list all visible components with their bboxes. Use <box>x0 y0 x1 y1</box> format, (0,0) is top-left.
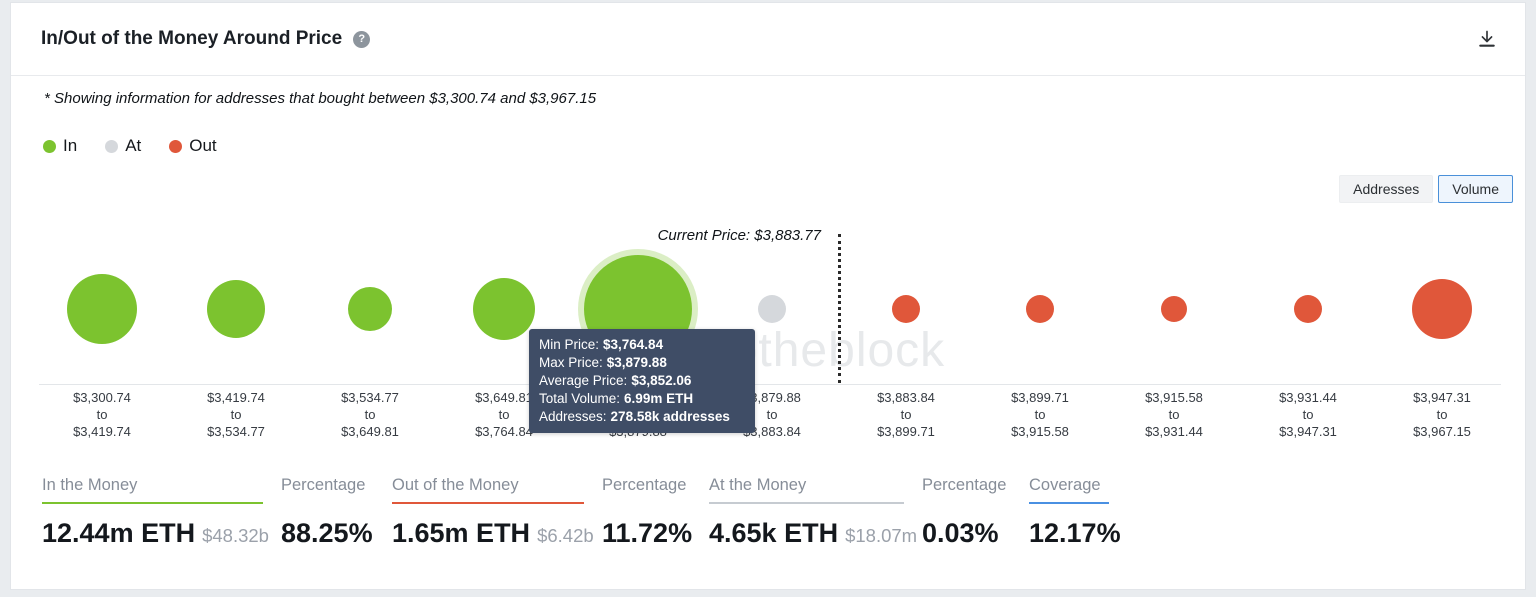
legend-item-at[interactable]: At <box>105 136 141 156</box>
view-toggle: Addresses Volume <box>1339 175 1513 203</box>
stat-value: 1.65m ETH <box>392 518 531 548</box>
tooltip-row: Total Volume: 6.99m ETH <box>539 391 694 406</box>
stat-label: At the Money <box>709 476 807 494</box>
stat-label: Percentage <box>922 476 1007 494</box>
stat-underline <box>922 502 1011 504</box>
x-axis-label: $3,931.44 to $3,947.31 <box>1279 390 1337 439</box>
stat-at-the-money: At the Money 4.65k ETH $18.07m <box>709 475 917 549</box>
x-axis-line <box>39 384 1501 385</box>
range-note: * Showing information for addresses that… <box>44 90 597 107</box>
bubble-out[interactable] <box>1294 295 1322 323</box>
stat-label: In the Money <box>42 476 138 494</box>
stat-in-percentage: Percentage 88.25% <box>281 475 374 549</box>
stat-sub-value: $18.07m <box>845 525 918 546</box>
x-axis-label: $3,300.74 to $3,419.74 <box>73 390 131 439</box>
stat-underline <box>392 502 584 504</box>
x-axis-label: $3,419.74 to $3,534.77 <box>207 390 265 439</box>
tooltip-row: Addresses: 278.58k addresses <box>539 409 730 424</box>
stat-underline <box>281 502 374 504</box>
chart-legend: In At Out <box>43 136 217 156</box>
stat-label: Coverage <box>1029 476 1101 494</box>
chart-card: In/Out of the Money Around Price ? * Sho… <box>10 2 1526 590</box>
legend-label-at: At <box>125 136 142 155</box>
x-axis-label: $3,899.71 to $3,915.58 <box>1011 390 1069 439</box>
stat-coverage: Coverage 12.17% <box>1029 475 1121 549</box>
stat-value: 11.72% <box>602 518 693 548</box>
download-icon[interactable] <box>1477 29 1497 49</box>
x-axis-label: $3,883.84 to $3,899.71 <box>877 390 935 439</box>
bubble-in[interactable] <box>348 287 392 331</box>
tooltip-row: Min Price: $3,764.84 <box>539 337 664 352</box>
volume-button[interactable]: Volume <box>1438 175 1513 203</box>
stat-value: 0.03% <box>922 518 999 548</box>
current-price-label: Current Price: $3,883.77 <box>657 227 821 244</box>
bubble-in[interactable] <box>207 280 265 338</box>
stat-value: 12.17% <box>1029 518 1121 548</box>
stat-at-percentage: Percentage 0.03% <box>922 475 1011 549</box>
stat-value: 4.65k ETH <box>709 518 839 548</box>
legend-dot-out-icon <box>169 139 183 153</box>
bubble-out[interactable] <box>1026 295 1054 323</box>
stat-underline <box>602 502 691 504</box>
tooltip-row: Max Price: $3,879.88 <box>539 355 667 370</box>
stat-sub-value: $48.32b <box>202 525 269 546</box>
stat-label: Percentage <box>602 476 687 494</box>
bubble-out[interactable] <box>892 295 920 323</box>
legend-label-out: Out <box>189 136 217 155</box>
stat-underline <box>42 502 263 504</box>
stat-underline <box>709 502 904 504</box>
legend-dot-in-icon <box>43 139 56 153</box>
bubble-in[interactable] <box>473 278 535 340</box>
chart-tooltip: Min Price: $3,764.84 Max Price: $3,879.88 … <box>529 329 755 433</box>
stat-out-of-the-money: Out of the Money 1.65m ETH $6.42b <box>392 475 594 549</box>
x-axis-label: $3,879.88 to $3,883.84 <box>743 390 801 439</box>
stat-value: 12.44m ETH <box>42 518 196 548</box>
current-price-line <box>838 234 841 383</box>
x-axis-label: $3,649.81 to $3,764.84 <box>475 390 533 439</box>
legend-item-out[interactable]: Out <box>169 136 217 156</box>
stat-label: Out of the Money <box>392 476 519 494</box>
bubble-in[interactable] <box>67 274 137 344</box>
chart-canvas: intotheblock Current Price: $3,883.77 $3… <box>11 219 1525 459</box>
stat-sub-value: $6.42b <box>537 525 594 546</box>
bubble-at[interactable] <box>758 295 786 323</box>
tooltip-row: Average Price: $3,852.06 <box>539 373 692 388</box>
stat-out-percentage: Percentage 11.72% <box>602 475 693 549</box>
help-icon[interactable]: ? <box>353 30 371 48</box>
summary-stats: In the Money 12.44m ETH $48.32b Percentag… <box>11 475 1525 549</box>
x-axis-label: $3,947.31 to $3,967.15 <box>1413 390 1471 439</box>
legend-label-in: In <box>63 136 78 155</box>
card-header: In/Out of the Money Around Price ? <box>11 3 1525 76</box>
legend-dot-at-icon <box>105 139 119 153</box>
x-axis-label: $3,915.58 to $3,931.44 <box>1145 390 1203 439</box>
bubble-out[interactable] <box>1161 296 1187 322</box>
addresses-button[interactable]: Addresses <box>1339 175 1434 203</box>
stat-value: 88.25% <box>281 518 373 548</box>
stat-underline <box>1029 502 1109 504</box>
stat-in-the-money: In the Money 12.44m ETH $48.32b <box>42 475 269 549</box>
page-title: In/Out of the Money Around Price <box>41 28 343 49</box>
stat-label: Percentage <box>281 476 366 494</box>
x-axis-label: $3,534.77 to $3,649.81 <box>341 390 399 439</box>
bubble-out[interactable] <box>1412 279 1472 339</box>
legend-item-in[interactable]: In <box>43 136 77 156</box>
